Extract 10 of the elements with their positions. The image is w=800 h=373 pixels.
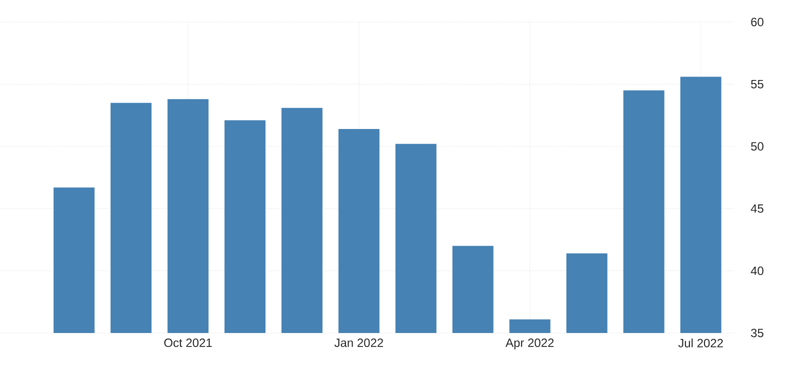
y-tick-label: 40 [750, 266, 764, 276]
x-tick-label: Oct 2021 [164, 338, 212, 348]
y-tick-label: 45 [750, 204, 764, 213]
x-tick-label: Apr 2022 [506, 338, 554, 350]
y-tick-label: 60 [751, 18, 764, 26]
x-tick-label: Jul 2022 [678, 338, 723, 348]
y-tick-label: 35 [750, 328, 764, 338]
y-tick-label: 50 [751, 142, 764, 151]
y-tick-label: 55 [751, 80, 764, 88]
x-tick-label: Jan 2022 [334, 338, 384, 348]
